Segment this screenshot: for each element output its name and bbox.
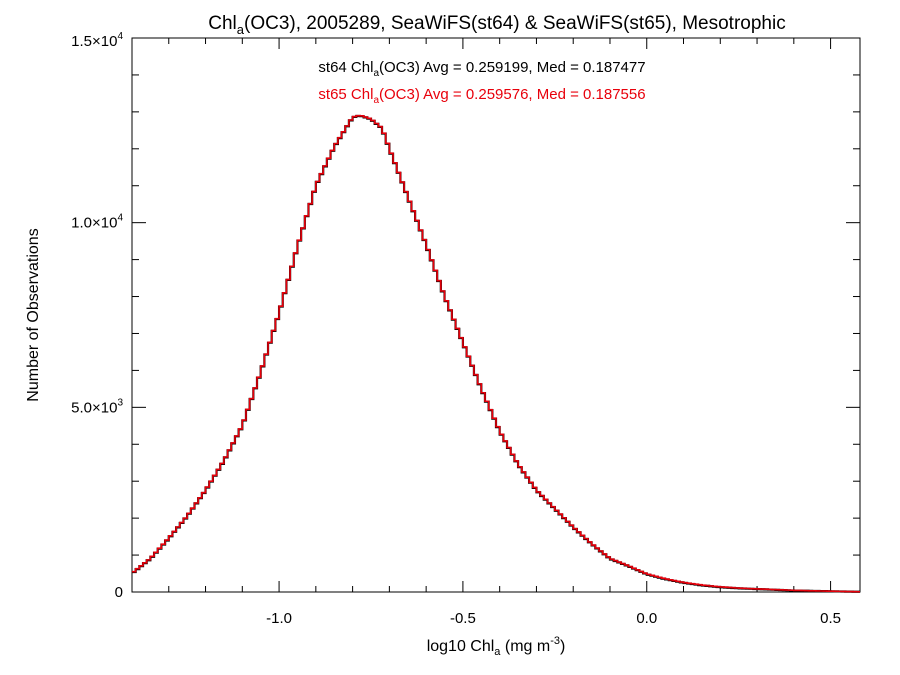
x-label-sub: a [494, 646, 501, 658]
x-axis-label: log10 Chla (mg m-3) [427, 635, 566, 658]
title-sub: a [237, 22, 245, 37]
annotation-st64-prefix: st64 Chl [318, 59, 373, 76]
x-tick-labels: -1.0 -0.5 0.0 0.5 [266, 610, 841, 627]
series-group [132, 114, 860, 593]
annotation-st64: st64 Chla(OC3) Avg = 0.259199, Med = 0.1… [318, 59, 645, 79]
x-tick-label: -1.0 [266, 610, 292, 627]
y-tick-mantissa: 0 [115, 584, 123, 601]
y-tick-label: 1.5×104 [71, 31, 123, 50]
annotation-st64-sub: a [373, 68, 379, 79]
x-label-sup: -3 [550, 635, 560, 647]
y-tick-mantissa: 1.5×10 [71, 33, 117, 50]
title-base: Chl [208, 13, 237, 34]
y-tick-exponent: 4 [117, 31, 123, 42]
x-tick-label: 0.5 [820, 610, 841, 627]
annotation-st64-text: (OC3) Avg = 0.259199, Med = 0.187477 [379, 59, 646, 76]
annotation-st65-text: (OC3) Avg = 0.259576, Med = 0.187556 [379, 86, 646, 103]
y-tick-exponent: 3 [117, 397, 123, 408]
x-label-end: ) [560, 638, 565, 655]
annotation-st65: st65 Chla(OC3) Avg = 0.259576, Med = 0.1… [318, 86, 645, 106]
y-tick-exponent: 4 [117, 213, 123, 224]
plot-frame [131, 37, 861, 593]
y-tick-mantissa: 5.0×10 [71, 399, 117, 416]
x-label-mid: (mg m [500, 638, 550, 655]
x-label-base: log10 Chl [427, 638, 495, 655]
y-axis-label: Number of Observations [25, 228, 42, 401]
annotation-st65-sub: a [373, 95, 379, 106]
y-tick-mantissa: 1.0×10 [71, 215, 117, 232]
series-1-line [132, 114, 860, 593]
x-tick-label: 0.0 [636, 610, 657, 627]
y-tick-label: 0 [115, 584, 123, 601]
x-tick-label: -0.5 [450, 610, 476, 627]
chart-title: Chla(OC3), 2005289, SeaWiFS(st64) & SeaW… [208, 13, 785, 37]
y-tick-label: 1.0×104 [71, 213, 123, 232]
title-rest: (OC3), 2005289, SeaWiFS(st64) & SeaWiFS(… [244, 13, 786, 34]
y-tick-label: 5.0×103 [71, 397, 123, 416]
annotation-st65-prefix: st65 Chl [318, 86, 373, 103]
